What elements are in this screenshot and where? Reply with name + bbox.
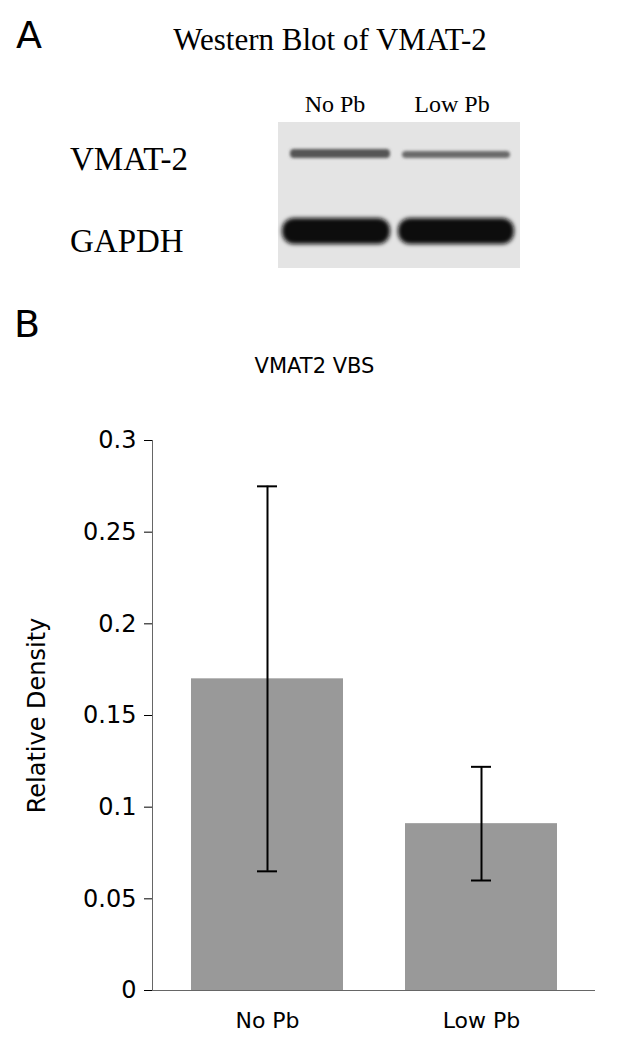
svg-text:No Pb: No Pb <box>235 1008 299 1033</box>
svg-text:Relative Density: Relative Density <box>23 618 51 814</box>
svg-text:Low Pb: Low Pb <box>414 91 489 117</box>
svg-text:0.3: 0.3 <box>98 426 136 454</box>
svg-text:VMAT-2: VMAT-2 <box>70 141 188 177</box>
svg-text:No Pb: No Pb <box>305 91 366 117</box>
svg-text:0.05: 0.05 <box>83 885 136 913</box>
svg-text:0.2: 0.2 <box>98 610 136 638</box>
html-text:B: B <box>14 302 41 346</box>
svg-text:Western Blot of VMAT-2: Western Blot of VMAT-2 <box>173 22 487 57</box>
html-text:VMAT2 VBS: VMAT2 VBS <box>254 354 375 378</box>
svg-text:0.25: 0.25 <box>83 518 136 546</box>
svg-text:GAPDH: GAPDH <box>70 223 184 259</box>
svg-text:A: A <box>16 13 42 57</box>
svg-text:0.1: 0.1 <box>98 793 136 821</box>
svg-text:0: 0 <box>121 976 136 1004</box>
svg-text:0.15: 0.15 <box>83 701 136 729</box>
svg-text:Low Pb: Low Pb <box>443 1008 521 1033</box>
